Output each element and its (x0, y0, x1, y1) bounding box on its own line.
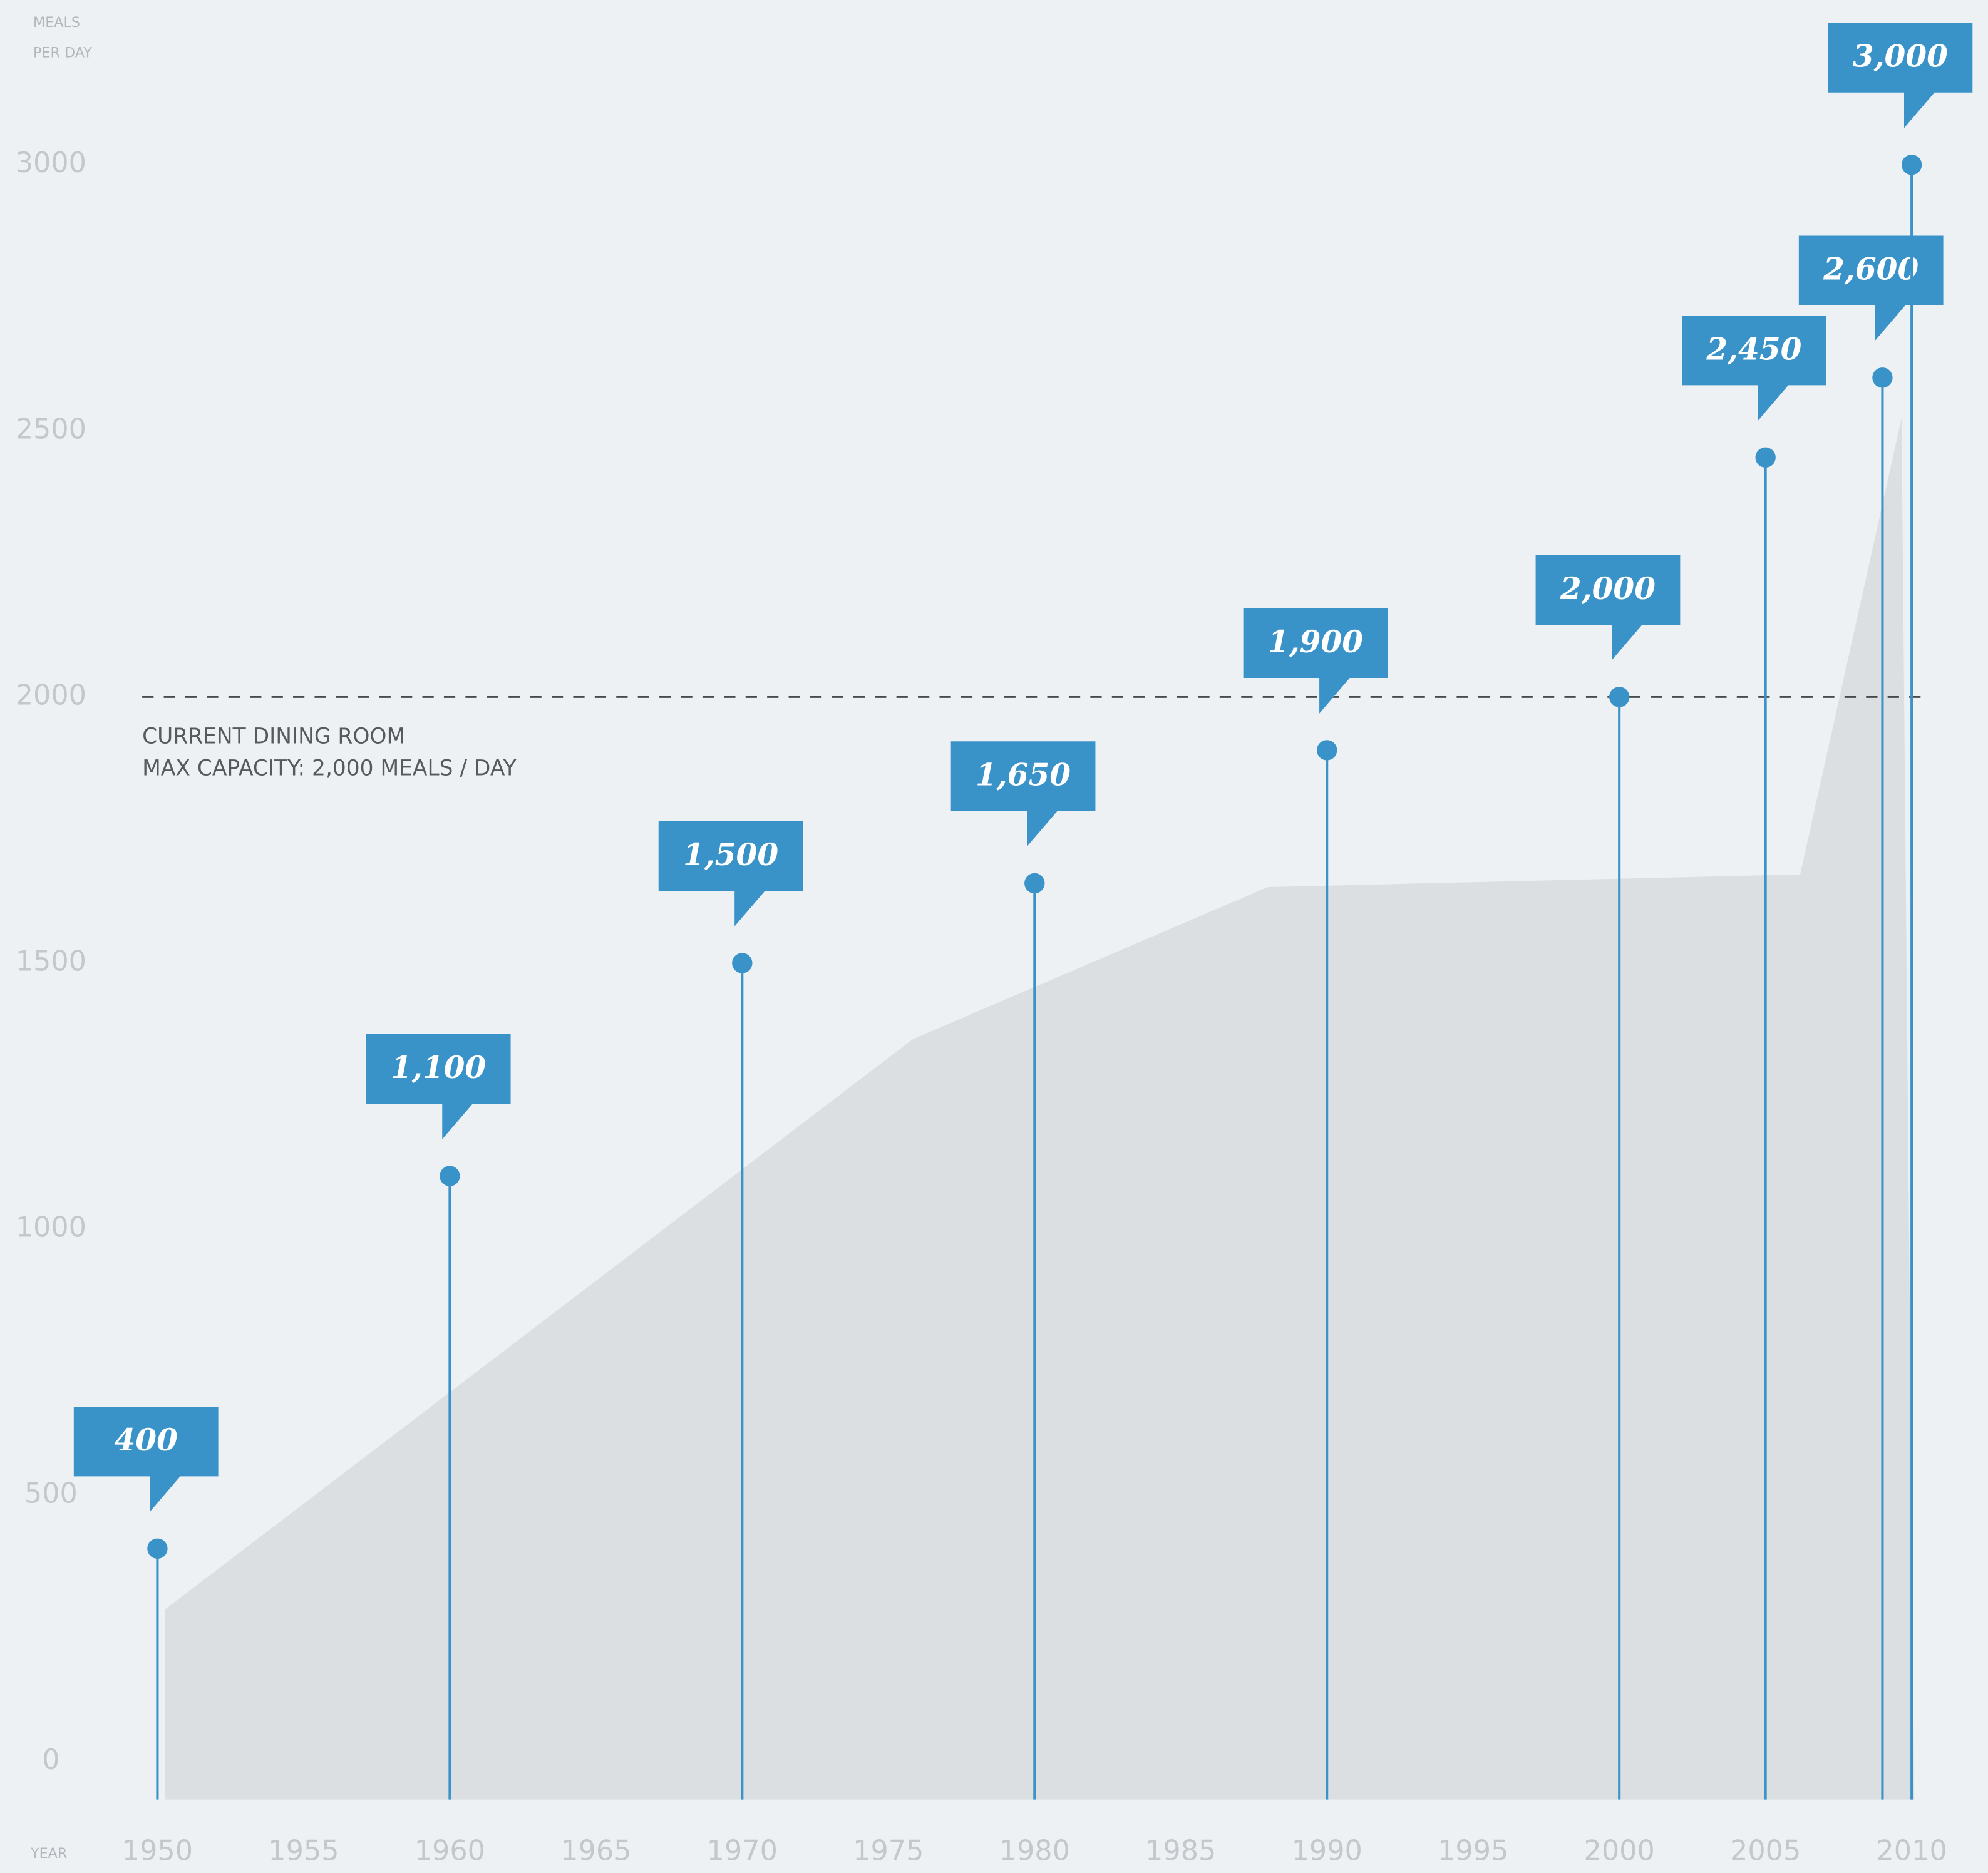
dot (1609, 687, 1629, 707)
dot (147, 1539, 167, 1559)
reference-label: CURRENT DINING ROOM (142, 724, 405, 749)
y-tick-label: 2500 (16, 413, 86, 445)
reference-label: MAX CAPACITY: 2,000 MEALS / DAY (142, 756, 517, 781)
y-tick-label: 3000 (16, 146, 86, 179)
dot (1902, 155, 1922, 175)
chart: MEALS PER DAY YEAR CURRENT DINING ROOM M… (0, 0, 1988, 1873)
x-tick-label: 1975 (853, 1835, 924, 1867)
dot (440, 1166, 460, 1186)
y-tick-label: 1500 (16, 945, 86, 978)
x-tick-label: 1955 (268, 1835, 339, 1867)
x-tick-label: 2005 (1730, 1835, 1801, 1867)
value-label: 2,000 (1560, 571, 1656, 607)
x-tick-label: 1950 (122, 1835, 193, 1867)
y-axis-title: PER DAY (33, 45, 92, 61)
dot (1872, 367, 1892, 387)
value-label: 1,900 (1268, 624, 1363, 660)
value-label: 1,100 (391, 1050, 486, 1085)
x-tick-label: 1980 (999, 1835, 1070, 1867)
x-tick-label: 1970 (707, 1835, 778, 1867)
x-tick-label: 1985 (1145, 1835, 1216, 1867)
value-label: 3,000 (1853, 39, 1948, 74)
x-tick-label: 1965 (560, 1835, 631, 1867)
x-tick-label: 1990 (1292, 1835, 1362, 1867)
value-label: 1,500 (683, 837, 778, 873)
value-label: 2,600 (1823, 252, 1918, 287)
x-tick-label: 1960 (415, 1835, 485, 1867)
value-label: 2,450 (1706, 331, 1801, 367)
x-tick-label: 1995 (1438, 1835, 1508, 1867)
y-axis-title: MEALS (33, 14, 80, 31)
value-label: 1,650 (976, 757, 1071, 793)
y-tick-label: 1000 (16, 1211, 86, 1244)
dot (1317, 740, 1337, 760)
value-label: 400 (115, 1422, 178, 1458)
x-tick-label: 2000 (1584, 1835, 1655, 1867)
dot (732, 953, 752, 973)
dot (1024, 873, 1044, 893)
y-tick-label: 500 (24, 1477, 78, 1510)
y-tick-label: 2000 (16, 679, 86, 711)
dot (1755, 448, 1775, 468)
x-axis-title: YEAR (30, 1845, 67, 1862)
y-tick-label: 0 (42, 1743, 59, 1776)
x-tick-label: 2010 (1876, 1835, 1947, 1867)
